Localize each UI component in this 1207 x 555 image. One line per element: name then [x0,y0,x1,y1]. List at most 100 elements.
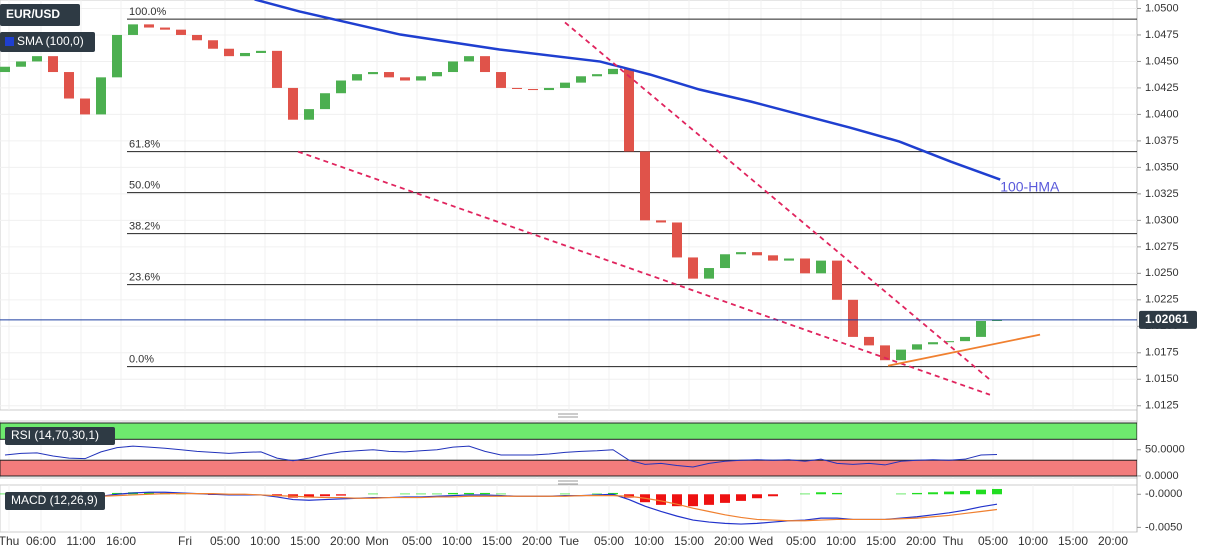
y-tick-label: 1.0400 [1145,108,1179,120]
hma-label: 100-HMA [1000,178,1060,194]
x-tick-label: Fri [178,534,192,548]
x-tick-label: Thu [0,534,19,548]
candle [624,68,634,152]
x-tick-label: 10:00 [1018,534,1048,548]
histogram-bar [432,493,442,495]
candle [448,61,458,73]
histogram-bar [960,490,970,495]
fib-label: 23.6% [129,272,160,284]
x-tick-label: 05:00 [402,534,432,548]
candle [864,336,874,346]
candle [912,344,922,350]
histogram-bar [496,493,506,495]
candle [368,72,378,75]
candle [112,34,122,78]
candle [736,252,746,255]
histogram-bar [672,494,682,507]
y-tick-label: 1.0125 [1145,400,1179,412]
histogram-bar [944,491,954,495]
x-tick-label: 20:00 [714,534,744,548]
candle [704,268,714,279]
candle [976,321,986,337]
y-tick-label: 1.0425 [1145,82,1179,94]
histogram-bar [752,494,762,499]
x-tick-label: 10:00 [634,534,664,548]
candle [720,254,730,269]
candle [224,48,234,57]
x-tick-label: Tue [559,534,580,548]
candle [64,72,74,99]
histogram-bar [720,494,730,503]
x-tick-label: 10:00 [442,534,472,548]
y-tick-label: 1.0325 [1145,188,1179,200]
macd-title-box [5,492,105,510]
candle [560,82,570,88]
histogram-bar [656,494,666,505]
candle [656,220,666,223]
candle [176,29,186,35]
histogram-bar [320,494,330,497]
histogram-bar [928,492,938,495]
histogram-bar [464,492,474,495]
candle [752,252,762,256]
histogram-bar [416,493,426,495]
histogram-bar [368,493,378,495]
plot-layer: 1.01251.01501.01751.02001.02251.02501.02… [0,0,1197,548]
histogram-bar [688,494,698,507]
candle [816,260,826,274]
histogram-bar [816,492,826,495]
y-tick-label: 1.0375 [1145,135,1179,147]
fib-label: 0.0% [129,354,154,366]
x-tick-label: 20:00 [522,534,552,548]
rsi-title: RSI (14,70,30,1) [11,428,99,442]
y-tick-label: 1.0225 [1145,294,1179,306]
x-tick-label: 20:00 [330,534,360,548]
y-tick-label: 50.0000 [1145,444,1185,456]
x-tick-label: 10:00 [250,534,280,548]
histogram-bar [560,493,570,495]
candle [384,72,394,78]
x-tick-label: Wed [749,534,773,548]
candle [320,93,330,110]
candle [528,88,538,91]
histogram-bar [304,494,314,498]
candle [544,87,554,91]
candle [880,345,890,361]
histogram-bar [400,493,410,495]
y-tick-label: 1.0150 [1145,373,1179,385]
x-tick-label: 15:00 [482,534,512,548]
candle [144,24,154,28]
candle [128,24,138,35]
overbought-band [0,422,1137,440]
candle [640,151,650,221]
histogram-bar [704,494,714,505]
candle [576,76,586,83]
y-tick-label: 1.0300 [1145,214,1179,226]
histogram-bar [272,494,282,496]
hma-line [254,0,1001,181]
histogram-bar [832,492,842,495]
candle [832,260,842,300]
x-tick-label: 20:00 [906,534,936,548]
rsi-line [4,445,998,468]
candle [512,87,522,89]
histogram-bar [0,493,10,495]
candle [432,72,442,77]
fib-label: 61.8% [129,139,160,151]
candle [688,257,698,279]
rsi-title-box [5,427,115,445]
candle [784,258,794,261]
histogram-bar [976,489,986,495]
candle [592,74,602,77]
candle [208,40,218,49]
last-price-label: 1.02061 [1145,312,1189,326]
symbol-title: EUR/USD [6,7,60,21]
y-tick-label: 1.0450 [1145,55,1179,67]
candle [32,56,42,62]
fib-label: 50.0% [129,180,160,192]
legend-label: SMA (100,0) [17,34,84,48]
candle [944,341,954,343]
candle [848,299,858,337]
candle [992,319,1002,322]
